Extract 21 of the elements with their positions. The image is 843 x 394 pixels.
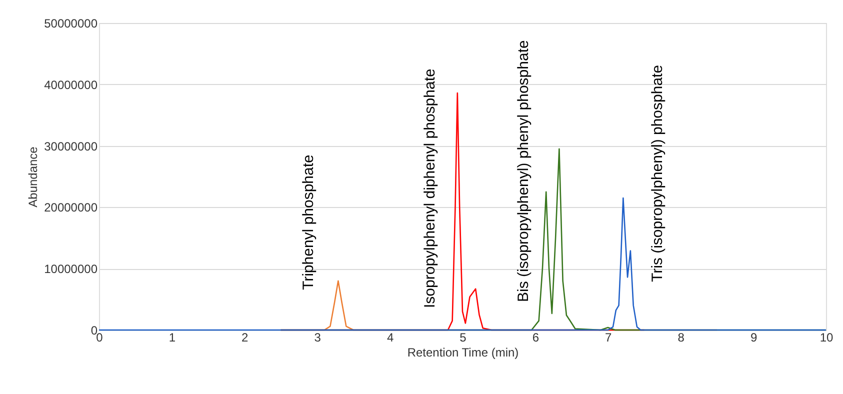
y-tick-label: 20000000	[44, 200, 98, 215]
annotation: Bis (isopropylphenyl) phenyl phosphate	[515, 40, 532, 302]
y-tick-label: 50000000	[44, 16, 98, 30]
x-tick-label: 10	[820, 330, 834, 344]
x-tick-label: 7	[605, 330, 612, 344]
y-tick-label: 40000000	[44, 78, 98, 92]
x-tick-label: 5	[460, 330, 467, 344]
x-axis-title: Retention Time (min)	[407, 346, 519, 360]
annotation: Tris (isopropylphenyl) phosphate	[649, 64, 666, 282]
x-tick-label: 1	[168, 330, 176, 344]
x-tick-label: 4	[386, 330, 394, 344]
y-axis-title: Abundance	[26, 146, 40, 208]
x-tick-label: 9	[750, 330, 758, 344]
x-tick-label: 8	[678, 330, 685, 344]
x-tick-label: 6	[532, 330, 540, 344]
x-tick-label: 3	[314, 330, 322, 344]
annotation: Isopropylphenyl diphenyl phosphate	[421, 68, 438, 308]
y-tick-label: 30000000	[44, 139, 98, 154]
y-tick-label: 10000000	[44, 262, 98, 276]
annotation: Triphenyl phosphate	[300, 154, 318, 290]
x-tick-label: 2	[242, 330, 249, 344]
